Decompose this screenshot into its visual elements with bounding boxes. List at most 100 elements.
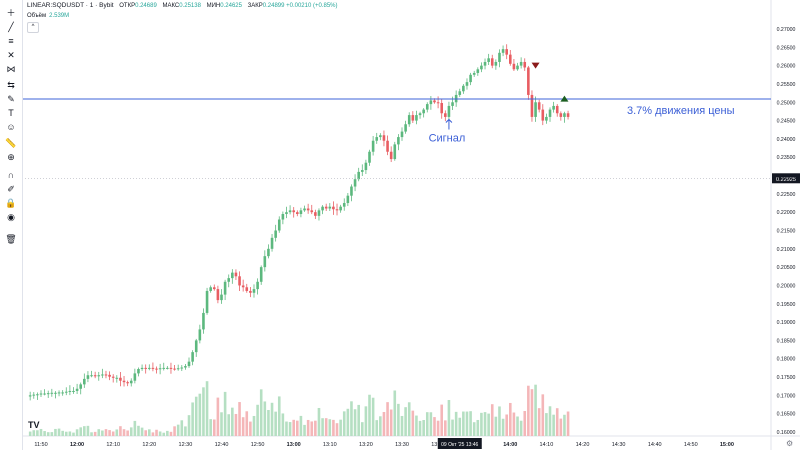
volume-bar: [64, 431, 68, 436]
candle-body: [241, 285, 245, 288]
volume-bar: [267, 409, 270, 436]
candle-body: [563, 113, 566, 117]
cursor-time-label: 09 Окт '25 13:46: [441, 442, 478, 448]
candle-body: [176, 368, 180, 370]
forecast-icon[interactable]: ⇆: [7, 80, 15, 90]
volume-bar: [93, 431, 97, 436]
volume-bar: [299, 415, 303, 436]
crosshair-icon[interactable]: ＋: [6, 8, 16, 18]
volume-bar: [537, 408, 541, 436]
eye-icon[interactable]: ◉: [7, 212, 15, 222]
price-tick-label: 0.18000: [777, 357, 796, 363]
volume-bar: [335, 423, 339, 436]
candle-body: [281, 214, 285, 220]
candle-body: [444, 113, 447, 117]
volume-bar: [252, 415, 256, 436]
volume-bar: [534, 384, 537, 436]
volume-bar: [317, 407, 321, 436]
time-tick-label: 12:50: [251, 442, 265, 448]
trash-icon[interactable]: 🗑: [5, 234, 17, 244]
candle-body: [407, 115, 411, 125]
candle-body: [119, 377, 122, 381]
pattern-icon[interactable]: ⋈: [6, 64, 16, 74]
candle-body: [451, 102, 454, 106]
candle-body: [249, 290, 252, 293]
volume-bar: [86, 425, 90, 436]
candle-body: [227, 278, 231, 282]
candle-body: [288, 210, 292, 213]
candle-body: [368, 151, 371, 163]
candle-body: [422, 109, 425, 114]
text-icon[interactable]: T: [8, 108, 14, 118]
ohlc-open-value: 0.24689: [135, 3, 157, 9]
candle-body: [346, 195, 350, 204]
volume-bar: [360, 422, 364, 436]
volume-bar: [379, 416, 382, 436]
candle-body: [480, 65, 483, 70]
volume-bar: [296, 420, 299, 436]
candle-body: [129, 380, 133, 384]
lock-icon[interactable]: 🔒: [5, 198, 17, 208]
tradingview-logo-icon[interactable]: TV: [28, 420, 40, 430]
candle-body: [411, 115, 415, 121]
volume-bar: [46, 432, 50, 436]
price-tick-label: 0.24500: [777, 119, 796, 125]
candle-body: [115, 377, 119, 379]
emoji-icon[interactable]: ☺: [6, 122, 16, 132]
volume-bar: [50, 432, 54, 436]
price-tick-label: 0.27000: [777, 27, 796, 33]
lock-drawings-icon[interactable]: ✐: [7, 184, 15, 194]
time-tick-label: 12:40: [215, 442, 229, 448]
volume-bar: [512, 412, 516, 436]
candle-body: [202, 312, 205, 330]
candle-body: [274, 230, 277, 238]
candle-body: [299, 210, 303, 215]
volume-bar: [119, 426, 122, 436]
candle-body: [440, 103, 444, 114]
candle-body: [126, 382, 129, 384]
price-tick-label: 0.23500: [777, 155, 796, 161]
volume-bar: [321, 418, 324, 436]
volume-bar: [487, 413, 490, 436]
candle-body: [404, 124, 407, 132]
volume-bar: [530, 389, 534, 436]
volume-bar: [245, 411, 249, 436]
candle-body: [296, 212, 299, 215]
time-tick-label: 14:20: [576, 442, 590, 448]
ohlc-high-value: 0.25138: [179, 3, 201, 9]
candle-body: [360, 170, 364, 172]
volume-bar: [238, 402, 241, 436]
candle-body: [267, 248, 270, 257]
ruler-icon[interactable]: 📏: [5, 138, 17, 148]
volume-bar: [357, 404, 360, 436]
volume-bar: [277, 396, 281, 436]
volume-bar: [216, 397, 220, 436]
horizontal-lines-icon[interactable]: ≡: [8, 36, 14, 46]
candle-body: [458, 91, 462, 95]
brush-icon[interactable]: ✎: [7, 94, 15, 104]
volume-bar: [292, 419, 295, 436]
volume-bar: [342, 411, 346, 436]
price-tick-label: 0.17500: [777, 375, 796, 381]
volume-bar: [458, 417, 462, 436]
gear-icon[interactable]: ⚙: [786, 439, 794, 448]
magnet-icon[interactable]: ∩: [7, 170, 15, 180]
volume-bar: [249, 421, 252, 436]
candle-body: [68, 390, 72, 392]
candle-body: [292, 210, 295, 213]
trend-line-icon[interactable]: ╱: [8, 22, 14, 32]
symbol-title[interactable]: LINEAR:SQDUSDT · 1 · Bybit: [27, 2, 114, 9]
fib-icon[interactable]: ✕: [7, 50, 15, 60]
candle-body: [54, 392, 57, 394]
zoom-icon[interactable]: ⊕: [7, 152, 15, 162]
volume-bar: [270, 402, 274, 436]
candle-body: [28, 395, 32, 397]
volume-bar: [83, 426, 86, 436]
collapse-legend-button[interactable]: ^: [27, 22, 39, 33]
candle-body: [231, 272, 234, 279]
candle-body: [505, 49, 508, 55]
candle-body: [509, 54, 512, 64]
time-tick-label: 11:50: [34, 442, 47, 448]
volume-bar: [498, 406, 501, 436]
